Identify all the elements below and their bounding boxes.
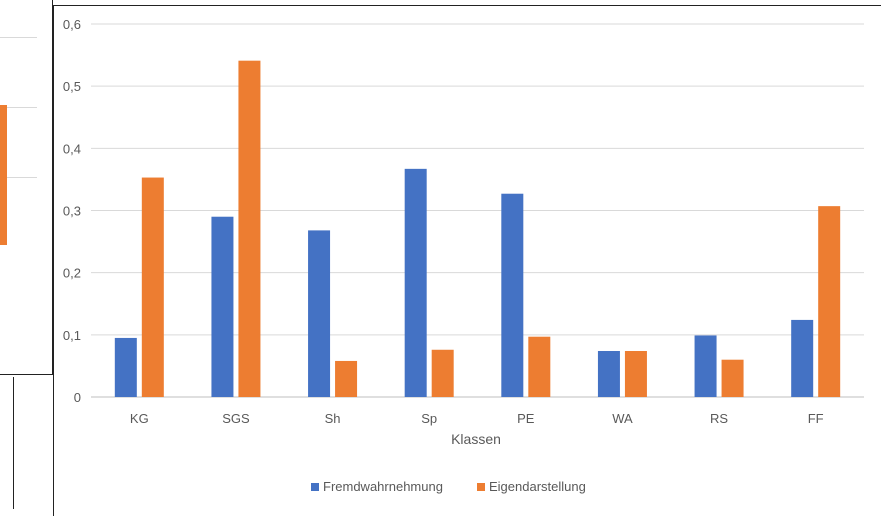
bar-fremdwahrnehmung-ff <box>791 319 814 397</box>
y-tick-label: 0 <box>74 390 81 405</box>
background-gridline <box>0 107 37 108</box>
y-tick-label: 0,2 <box>63 266 81 281</box>
x-tick-label: WA <box>612 411 633 426</box>
bar-fremdwahrnehmung-pe <box>501 193 524 397</box>
background-gridline <box>0 177 37 178</box>
bar-fremdwahrnehmung-sh <box>308 230 331 397</box>
bar-fremdwahrnehmung-kg <box>114 337 137 397</box>
chart-panel <box>53 5 881 516</box>
x-tick-label: Sp <box>421 411 437 426</box>
legend-label: Fremdwahrnehmung <box>323 479 443 494</box>
background-bar <box>0 105 7 245</box>
x-tick-label: Sh <box>325 411 341 426</box>
x-tick-labels: KG SGS Sh Sp PE WA RS FF <box>130 411 824 426</box>
bar-eigendarstellung-ff <box>818 206 841 397</box>
y-tick-label: 0,3 <box>63 204 81 219</box>
legend: Fremdwahrnehmung Eigendarstellung <box>311 479 586 494</box>
bar-eigendarstellung-wa <box>624 350 647 397</box>
x-tick-label: KG <box>130 411 149 426</box>
bar-fremdwahrnehmung-sp <box>404 168 427 397</box>
x-tick-label: PE <box>517 411 535 426</box>
y-tick-label: 0,1 <box>63 328 81 343</box>
legend-swatch <box>311 483 319 491</box>
y-tick-labels: 0 0,1 0,2 0,3 0,4 0,5 0,6 <box>63 17 81 405</box>
bar-fremdwahrnehmung-rs <box>694 335 717 397</box>
background-window-edge <box>13 377 14 509</box>
x-tick-label: SGS <box>222 411 250 426</box>
background-chart-fragment <box>0 0 53 375</box>
gridlines <box>91 23 864 398</box>
legend-swatch <box>477 483 485 491</box>
background-gridline <box>0 37 37 38</box>
x-axis-label: Klassen <box>451 431 501 447</box>
bar-fremdwahrnehmung-sgs <box>211 216 234 397</box>
bar-eigendarstellung-kg <box>141 177 164 397</box>
bars <box>114 60 841 397</box>
x-tick-label: RS <box>710 411 728 426</box>
bar-eigendarstellung-sgs <box>238 60 261 397</box>
bar-eigendarstellung-rs <box>721 359 744 397</box>
bar-eigendarstellung-sh <box>335 360 358 397</box>
y-tick-label: 0,4 <box>63 141 81 156</box>
y-tick-label: 0,6 <box>63 17 81 32</box>
x-tick-label: FF <box>808 411 824 426</box>
legend-label: Eigendarstellung <box>489 479 586 494</box>
bar-fremdwahrnehmung-wa <box>597 350 620 397</box>
bar-eigendarstellung-sp <box>431 349 454 397</box>
bar-eigendarstellung-pe <box>528 336 551 397</box>
y-tick-label: 0,5 <box>63 79 81 94</box>
